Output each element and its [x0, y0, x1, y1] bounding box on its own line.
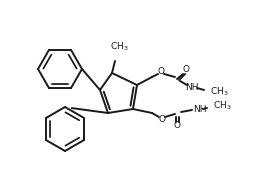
Text: CH$_3$: CH$_3$ — [213, 100, 232, 112]
Text: O: O — [159, 115, 166, 123]
Text: CH$_3$: CH$_3$ — [210, 86, 229, 98]
Text: NH: NH — [185, 83, 199, 92]
Text: CH$_3$: CH$_3$ — [110, 41, 128, 53]
Text: O: O — [174, 121, 181, 131]
Text: O: O — [157, 68, 164, 77]
Text: NH: NH — [193, 106, 206, 115]
Text: O: O — [183, 66, 190, 75]
